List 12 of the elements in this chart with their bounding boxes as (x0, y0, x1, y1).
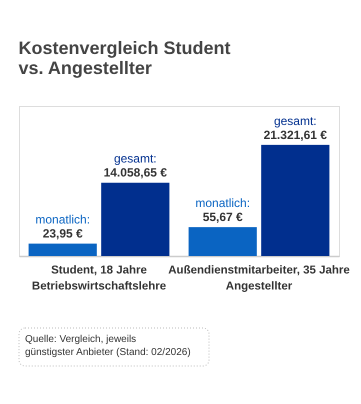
text: gesamt: (114, 152, 157, 166)
x-tick-label: Student, 18 Jahre Betriebswirtschaftslehre (32, 264, 166, 292)
data-label: 21.321,61 € (264, 128, 328, 142)
x-tick-label: Außendienstmitarbeiter, 35 Jahre Angestellter (168, 264, 350, 292)
series-label: monatlich: (35, 212, 90, 227)
chart-title: Kostenvergleich Student vs. Angestellter (18, 38, 231, 78)
data-label: 55,67 € (202, 210, 244, 224)
source-note: Quelle: Vergleich, jeweils günstigster Anbieter (Stand: 02/2026) (25, 334, 191, 358)
text: monatlich: (195, 196, 250, 210)
data-label: 23,95 € (42, 226, 84, 241)
series-label: gesamt: (274, 114, 317, 128)
data-label: 14.058,65 € (104, 166, 168, 180)
